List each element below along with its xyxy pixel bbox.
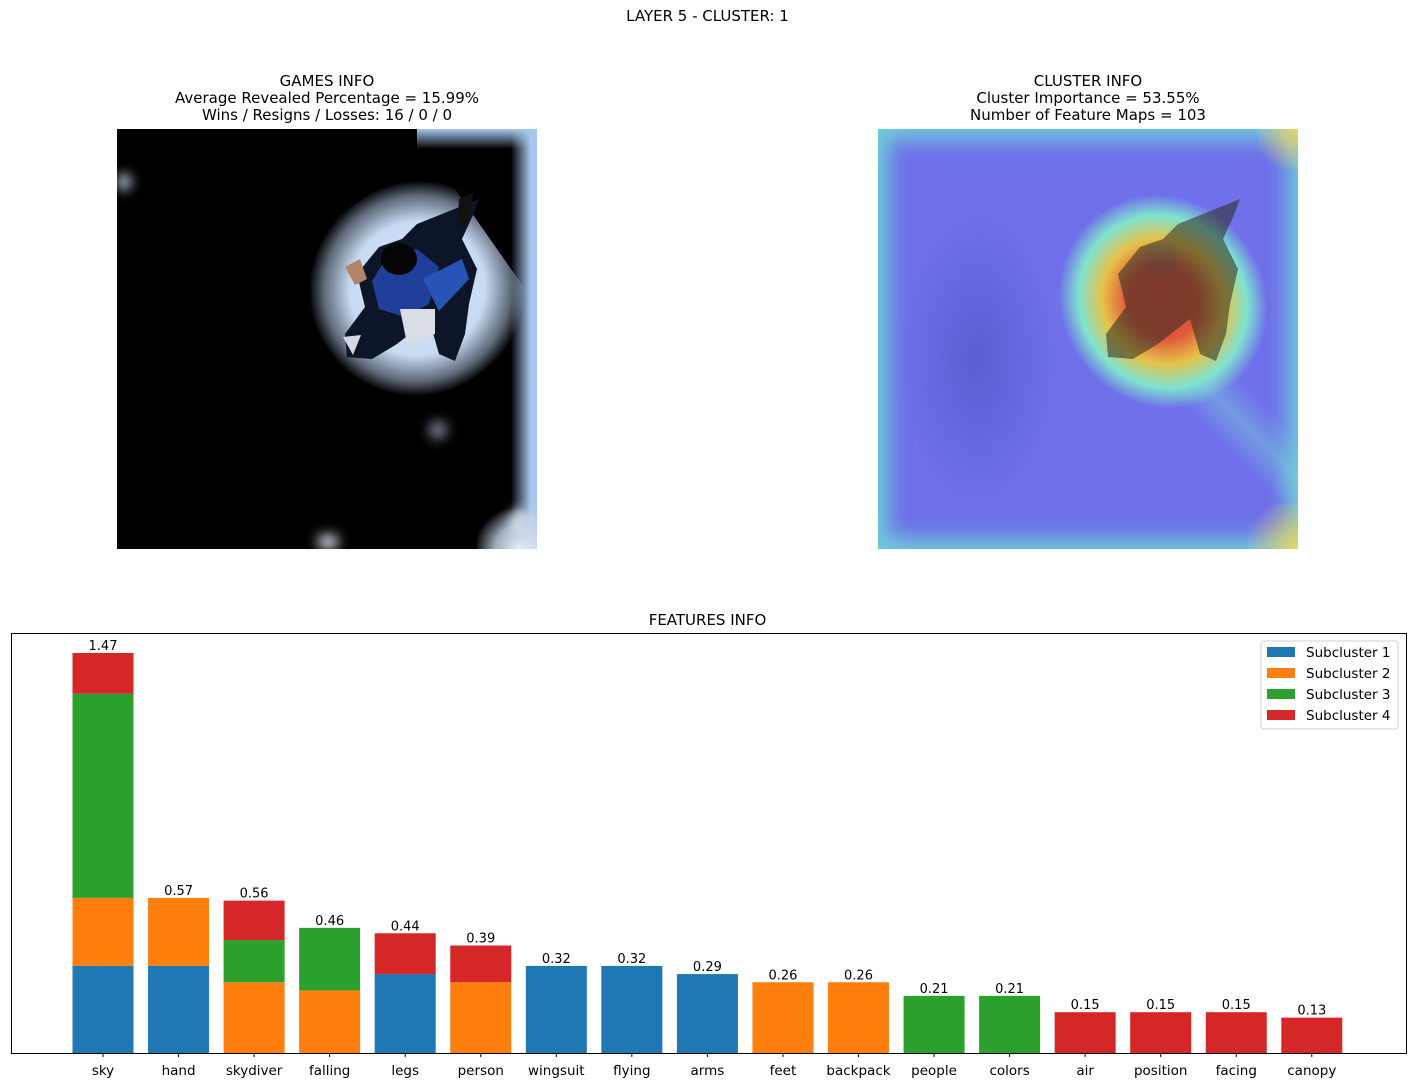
bar-segment-position-s4 bbox=[1130, 1012, 1192, 1053]
bar-value-label: 0.57 bbox=[164, 884, 193, 899]
x-tick-label: hand bbox=[162, 1063, 196, 1079]
x-tick-label: skydiver bbox=[226, 1063, 283, 1079]
x-tick-label: sky bbox=[92, 1063, 114, 1079]
bar-segment-people-s3 bbox=[903, 995, 965, 1053]
bar-segment-skydiver-s2 bbox=[223, 982, 285, 1053]
bar-value-label: 1.47 bbox=[89, 639, 118, 654]
bar-segment-hand-s2 bbox=[148, 897, 210, 966]
skydiver-figure bbox=[343, 193, 479, 361]
bar-segment-person-s4 bbox=[450, 945, 512, 983]
bar-segment-hand-s1 bbox=[148, 965, 210, 1053]
bar-segment-backpack-s2 bbox=[828, 982, 889, 1053]
bar-segment-sky-s1 bbox=[72, 965, 134, 1053]
legend-label-3: Subcluster 3 bbox=[1306, 687, 1391, 703]
bar-value-label: 0.44 bbox=[391, 919, 420, 934]
bar-value-label: 0.26 bbox=[844, 968, 873, 983]
bar-segment-legs-s1 bbox=[374, 974, 436, 1053]
chart-title: FEATURES INFO bbox=[648, 611, 767, 629]
bar-segment-wingsuit-s1 bbox=[525, 965, 587, 1053]
axes-frame bbox=[11, 633, 1407, 1054]
x-tick-label: person bbox=[458, 1063, 504, 1079]
bar-value-label: 0.32 bbox=[617, 952, 646, 967]
legend-box bbox=[1260, 640, 1399, 730]
bar-segment-colors-s3 bbox=[979, 995, 1041, 1053]
skydiver-overlay bbox=[1106, 199, 1240, 361]
revealed-image bbox=[117, 129, 537, 549]
bar-value-label: 0.56 bbox=[240, 887, 269, 902]
cluster-importance-text: Cluster Importance = 53.55% bbox=[976, 89, 1200, 107]
bar-value-label: 0.13 bbox=[1297, 1004, 1326, 1019]
cluster-info-header: CLUSTER INFO Cluster Importance = 53.55%… bbox=[878, 73, 1298, 124]
bar-value-label: 0.21 bbox=[920, 982, 949, 997]
bar-segment-air-s4 bbox=[1054, 1012, 1116, 1053]
x-tick-label: facing bbox=[1216, 1063, 1257, 1079]
x-tick-label: wingsuit bbox=[528, 1063, 585, 1079]
x-tick-label: colors bbox=[989, 1063, 1029, 1079]
x-tick-label: people bbox=[911, 1063, 957, 1079]
bar-segment-sky-s4 bbox=[72, 653, 134, 694]
legend-swatch-4 bbox=[1267, 710, 1295, 720]
bar-value-label: 0.32 bbox=[542, 952, 571, 967]
bar-value-label: 0.39 bbox=[466, 932, 495, 947]
x-tick-label: air bbox=[1076, 1063, 1094, 1079]
wins-resigns-losses-text: Wins / Resigns / Losses: 16 / 0 / 0 bbox=[201, 106, 453, 124]
legend-swatch-3 bbox=[1267, 689, 1295, 699]
bar-value-label: 0.29 bbox=[693, 960, 722, 975]
cluster-heatmap-image bbox=[878, 129, 1298, 549]
legend-swatch-1 bbox=[1267, 647, 1295, 657]
bar-segment-skydiver-s4 bbox=[223, 900, 285, 941]
bar-segment-canopy-s4 bbox=[1281, 1017, 1343, 1053]
bar-segment-falling-s2 bbox=[299, 990, 361, 1053]
games-info-title: GAMES INFO bbox=[279, 72, 375, 90]
x-tick-label: legs bbox=[391, 1063, 419, 1079]
figure-suptitle: LAYER 5 - CLUSTER: 1 bbox=[626, 7, 789, 25]
bar-value-label: 0.15 bbox=[1146, 998, 1175, 1013]
x-tick-label: feet bbox=[770, 1063, 797, 1079]
bar-value-label: 0.21 bbox=[995, 982, 1024, 997]
x-tick-label: backpack bbox=[826, 1063, 890, 1079]
bar-segment-facing-s4 bbox=[1205, 1012, 1267, 1053]
bar-segment-person-s2 bbox=[450, 982, 512, 1053]
bar-segment-skydiver-s3 bbox=[223, 940, 285, 983]
bar-segment-flying-s1 bbox=[601, 965, 663, 1053]
bar-segment-arms-s1 bbox=[676, 974, 738, 1053]
bar-segment-legs-s4 bbox=[374, 933, 436, 975]
bar-value-label: 0.15 bbox=[1222, 998, 1251, 1013]
x-tick-label: falling bbox=[309, 1063, 350, 1079]
x-tick-label: position bbox=[1134, 1063, 1187, 1079]
feature-maps-text: Number of Feature Maps = 103 bbox=[970, 106, 1206, 124]
bar-segment-falling-s3 bbox=[299, 927, 361, 991]
average-revealed-text: Average Revealed Percentage = 15.99% bbox=[174, 89, 479, 107]
bar-segment-feet-s2 bbox=[752, 982, 814, 1053]
x-tick-label: flying bbox=[613, 1063, 650, 1079]
bar-segment-sky-s2 bbox=[72, 897, 134, 966]
features-bar-chart: 1.47 sky 0.57 hand 0.56 skydiver 0.46 falling 0.… bbox=[11, 633, 1407, 1079]
x-tick-label: canopy bbox=[1287, 1063, 1336, 1079]
cluster-info-title: CLUSTER INFO bbox=[1033, 72, 1143, 90]
bar-value-label: 0.46 bbox=[315, 914, 344, 929]
legend-swatch-2 bbox=[1267, 668, 1295, 678]
legend-label-2: Subcluster 2 bbox=[1306, 666, 1391, 682]
x-tick-label: arms bbox=[691, 1063, 725, 1079]
bar-value-label: 0.15 bbox=[1071, 998, 1100, 1013]
bar-value-label: 0.26 bbox=[768, 968, 797, 983]
games-info-header: GAMES INFO Average Revealed Percentage =… bbox=[117, 73, 537, 124]
legend-label-1: Subcluster 1 bbox=[1306, 645, 1391, 661]
bar-segment-sky-s3 bbox=[72, 693, 134, 898]
legend-label-4: Subcluster 4 bbox=[1306, 708, 1391, 724]
